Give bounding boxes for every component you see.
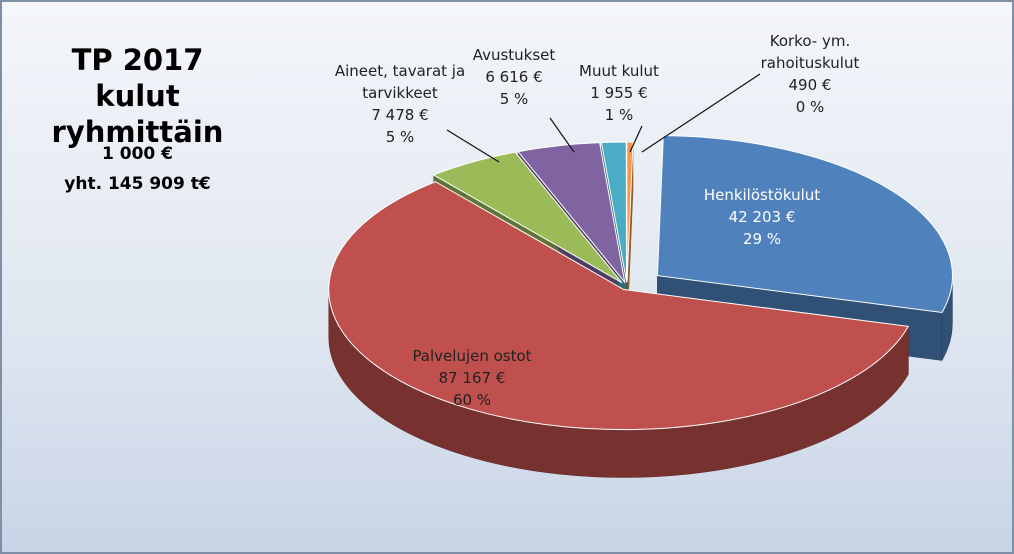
value-label: 29 % — [742, 230, 782, 248]
data-label: Palvelujen ostot 87 167 € 60 % — [412, 345, 531, 411]
slice — [517, 142, 626, 284]
category-label: Korko- ym. rahoituskulut — [760, 32, 860, 72]
slice — [432, 151, 623, 284]
slice — [626, 141, 634, 283]
slice — [328, 181, 910, 431]
leader-line — [549, 117, 575, 153]
value-label: 6 616 € — [485, 68, 543, 86]
value-label: 60 % — [452, 391, 492, 409]
category-label: Henkilöstökulut — [703, 186, 821, 204]
value-label: 87 167 € — [438, 369, 506, 387]
category-label: Aineet, tavarat ja tarvikkeet — [334, 62, 466, 102]
data-label: Aineet, tavarat ja tarvikkeet 7 478 € 5 % — [325, 60, 475, 148]
data-label: Henkilöstökulut 42 203 € 29 % — [704, 184, 820, 250]
value-label: 490 € — [788, 76, 832, 94]
leader-line — [446, 129, 500, 163]
data-label: Avustukset 6 616 € 5 % — [473, 44, 556, 110]
category-label: Avustukset — [472, 46, 556, 64]
slice — [656, 135, 953, 314]
value-label: 1 % — [604, 106, 634, 124]
category-label: Muut kulut — [579, 62, 659, 80]
leader-line — [629, 125, 643, 153]
category-label: Palvelujen ostot — [412, 347, 532, 365]
data-label: Korko- ym. rahoituskulut 490 € 0 % — [750, 30, 870, 118]
value-label: 5 % — [385, 128, 415, 146]
value-label: 42 203 € — [728, 208, 796, 226]
chart-title: TP 2017 kulut ryhmittäin — [51, 43, 224, 149]
value-label: 7 478 € — [371, 106, 429, 124]
slice — [600, 141, 628, 283]
leader-line — [641, 73, 761, 153]
subtitle: 1 000 € — [102, 144, 173, 164]
value-label: 5 % — [499, 90, 529, 108]
value-label: 1 955 € — [590, 84, 648, 102]
value-label: 0 % — [795, 98, 825, 116]
subtitle: yht. 145 909 t€ — [64, 174, 211, 194]
data-label: Muut kulut 1 955 € 1 % — [579, 60, 659, 126]
